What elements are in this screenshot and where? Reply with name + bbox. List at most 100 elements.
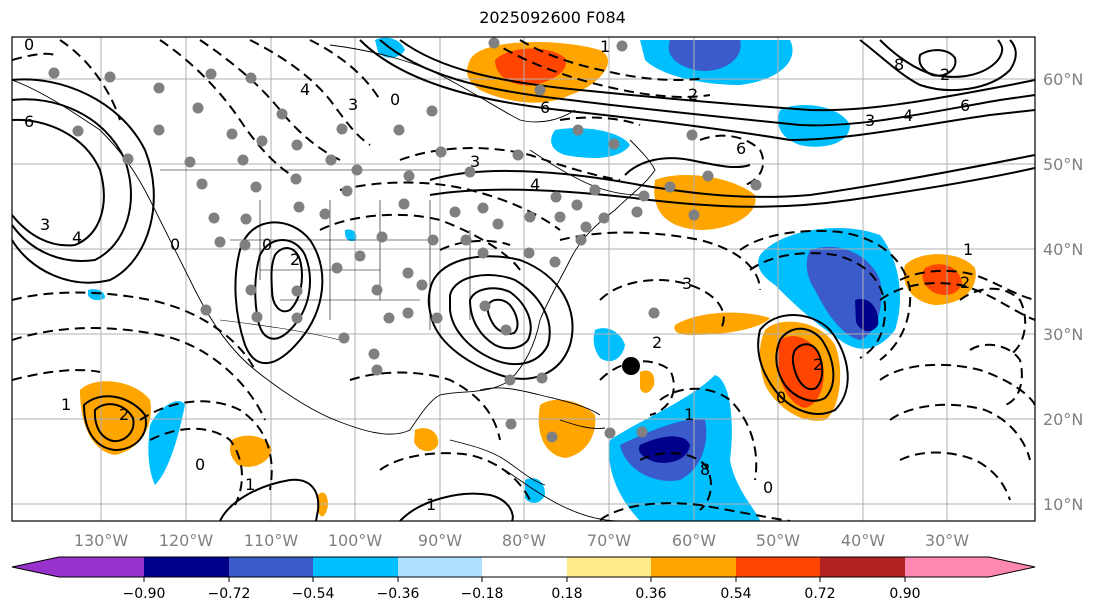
colorbar-cell xyxy=(820,557,905,577)
political-borders xyxy=(160,169,471,341)
contour-label: 0 xyxy=(763,478,773,497)
contour-label: 0 xyxy=(390,90,400,109)
lon-label: 70°W xyxy=(587,531,631,550)
colorbar-cell xyxy=(905,557,989,577)
latitude-labels: 60°N 50°N 40°N 30°N 20°N 10°N xyxy=(1043,70,1083,514)
longitude-labels: 130°W 120°W 110°W 100°W 90°W 80°W 70°W 6… xyxy=(74,531,969,550)
contour-label: 1 xyxy=(61,395,71,414)
shade-blue-small5 xyxy=(344,229,357,242)
contour-label: 2 xyxy=(652,333,662,352)
colorbar-cell xyxy=(736,557,820,577)
colorbar-cell xyxy=(229,557,313,577)
contour-label: 6 xyxy=(736,139,746,158)
contour-label: 1 xyxy=(684,405,694,424)
lon-label: 60°W xyxy=(672,531,716,550)
lon-label: 130°W xyxy=(74,531,129,550)
map-border xyxy=(11,36,1036,522)
colorbar-cell xyxy=(989,557,1035,577)
contour-label: 0 xyxy=(170,235,180,254)
contour-label: 4 xyxy=(300,80,310,99)
colorbar-tick-label: 0.18 xyxy=(551,586,582,602)
shade-blue-gl xyxy=(551,128,630,158)
contour-label: 2 xyxy=(960,273,970,292)
colorbar-tick-label: −0.72 xyxy=(208,586,251,602)
contour-label: 1 xyxy=(426,495,436,514)
lat-label: 40°N xyxy=(1043,240,1083,259)
contour-label: 2 xyxy=(940,65,950,84)
colorbar: −0.90 −0.72 −0.54 −0.36 −0.18 0.18 0.36 … xyxy=(11,556,1036,602)
solid-contours xyxy=(12,39,1035,521)
graticule xyxy=(12,37,1035,521)
lon-label: 50°W xyxy=(756,531,800,550)
contour-label: 2 xyxy=(119,405,129,424)
shade-orange-ne xyxy=(654,175,756,230)
colorbar-cell xyxy=(12,557,59,577)
lon-label: 90°W xyxy=(418,531,462,550)
colorbar-tick-label: −0.18 xyxy=(461,586,504,602)
contour-label: 6 xyxy=(960,96,970,115)
contour-label: 3 xyxy=(470,152,480,171)
shade-blue-pac xyxy=(148,401,185,485)
contour-label: 1 xyxy=(600,37,610,56)
dashed-contours xyxy=(12,39,1035,521)
shade-navy-atlantic xyxy=(855,299,879,332)
storm-center-marker xyxy=(622,357,640,375)
shade-orange-yucatan xyxy=(414,428,439,452)
contour-label: 6 xyxy=(24,112,34,131)
shade-darkblue-north xyxy=(668,40,741,71)
contour-label: 4 xyxy=(903,106,913,125)
lat-label: 30°N xyxy=(1043,325,1083,344)
lon-label: 100°W xyxy=(328,531,383,550)
lat-label: 50°N xyxy=(1043,155,1083,174)
contour-label: 0 xyxy=(24,35,34,54)
contour-label: 6 xyxy=(540,98,550,117)
contour-label: 2 xyxy=(813,355,823,374)
colorbar-cell xyxy=(398,557,482,577)
contour-labels: 0 6 4 3 0 8 2 1 6 3 4 6 2 4 6 3 4 0 3 0 … xyxy=(24,35,973,514)
lon-label: 40°W xyxy=(841,531,885,550)
colorbar-tick-label: −0.90 xyxy=(123,586,166,602)
contour-label: 3 xyxy=(40,215,50,234)
shade-red-north xyxy=(495,48,566,86)
shade-navy-caribbean xyxy=(638,436,690,463)
lon-label: 110°W xyxy=(244,531,299,550)
contour-label: 4 xyxy=(530,175,540,194)
lat-label: 60°N xyxy=(1043,70,1083,89)
station-dots xyxy=(48,37,762,443)
colorbar-cell xyxy=(567,557,651,577)
contour-label: 3 xyxy=(348,95,358,114)
contour-label: 1 xyxy=(245,475,255,494)
shading-layer xyxy=(80,37,976,521)
colorbar-cell xyxy=(144,557,229,577)
contour-label: 0 xyxy=(262,235,272,254)
colorbar-cell xyxy=(651,557,736,577)
colorbar-cell xyxy=(482,557,567,577)
colorbar-tick-label: 0.90 xyxy=(889,586,920,602)
contour-label: 0 xyxy=(776,388,786,407)
colorbar-cell xyxy=(313,557,398,577)
lat-label: 10°N xyxy=(1043,495,1083,514)
colorbar-cell xyxy=(59,557,144,577)
lon-label: 120°W xyxy=(159,531,214,550)
contour-label: 8 xyxy=(894,55,904,74)
contour-label: 4 xyxy=(72,228,82,247)
shade-orange-small2 xyxy=(640,370,655,393)
contour-label: 3 xyxy=(682,274,692,293)
contour-label: 2 xyxy=(290,250,300,269)
coastlines xyxy=(12,44,656,521)
lat-label: 20°N xyxy=(1043,410,1083,429)
contour-label: 1 xyxy=(963,240,973,259)
contour-label: 2 xyxy=(688,85,698,104)
colorbar-tick-label: 0.36 xyxy=(635,586,666,602)
contour-label: 3 xyxy=(865,111,875,130)
colorbar-tick-label: 0.72 xyxy=(804,586,835,602)
lon-label: 80°W xyxy=(502,531,546,550)
contour-label: 0 xyxy=(195,455,205,474)
shade-orange-cuba xyxy=(538,399,596,458)
map-title: 2025092600 F084 xyxy=(479,8,626,27)
colorbar-tick-label: −0.36 xyxy=(377,586,420,602)
colorbar-tick-label: −0.54 xyxy=(292,586,335,602)
lon-label: 30°W xyxy=(925,531,969,550)
colorbar-tick-label: 0.54 xyxy=(720,586,751,602)
